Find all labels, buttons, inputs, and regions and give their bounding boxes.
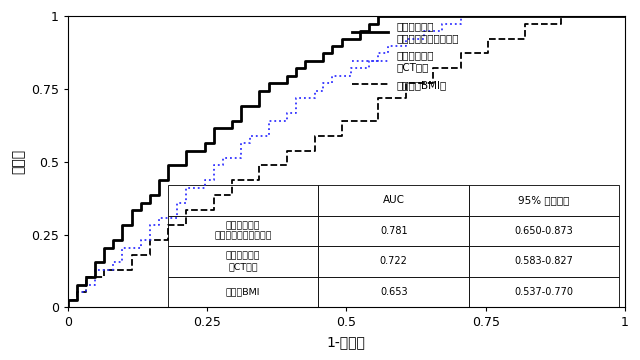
X-axis label: 1-特異度: 1-特異度 <box>327 335 366 349</box>
Y-axis label: 感　度: 感 度 <box>11 149 25 174</box>
Legend: 内臓脂肪面積
（インピーダンス法）, 内臓脂肪面積
（CT法）, 肥満度（BMI）: 内臓脂肪面積 （インピーダンス法）, 内臓脂肪面積 （CT法）, 肥満度（BMI… <box>351 21 459 90</box>
